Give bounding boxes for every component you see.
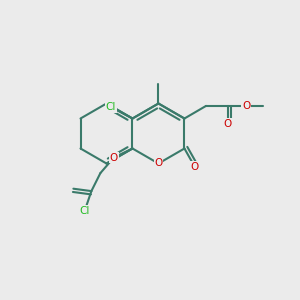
Text: O: O [110, 152, 118, 163]
Text: Cl: Cl [80, 206, 90, 216]
Text: Cl: Cl [106, 102, 116, 112]
Text: O: O [224, 119, 232, 129]
Text: O: O [242, 101, 250, 111]
Text: O: O [191, 162, 199, 172]
Text: O: O [154, 158, 163, 169]
